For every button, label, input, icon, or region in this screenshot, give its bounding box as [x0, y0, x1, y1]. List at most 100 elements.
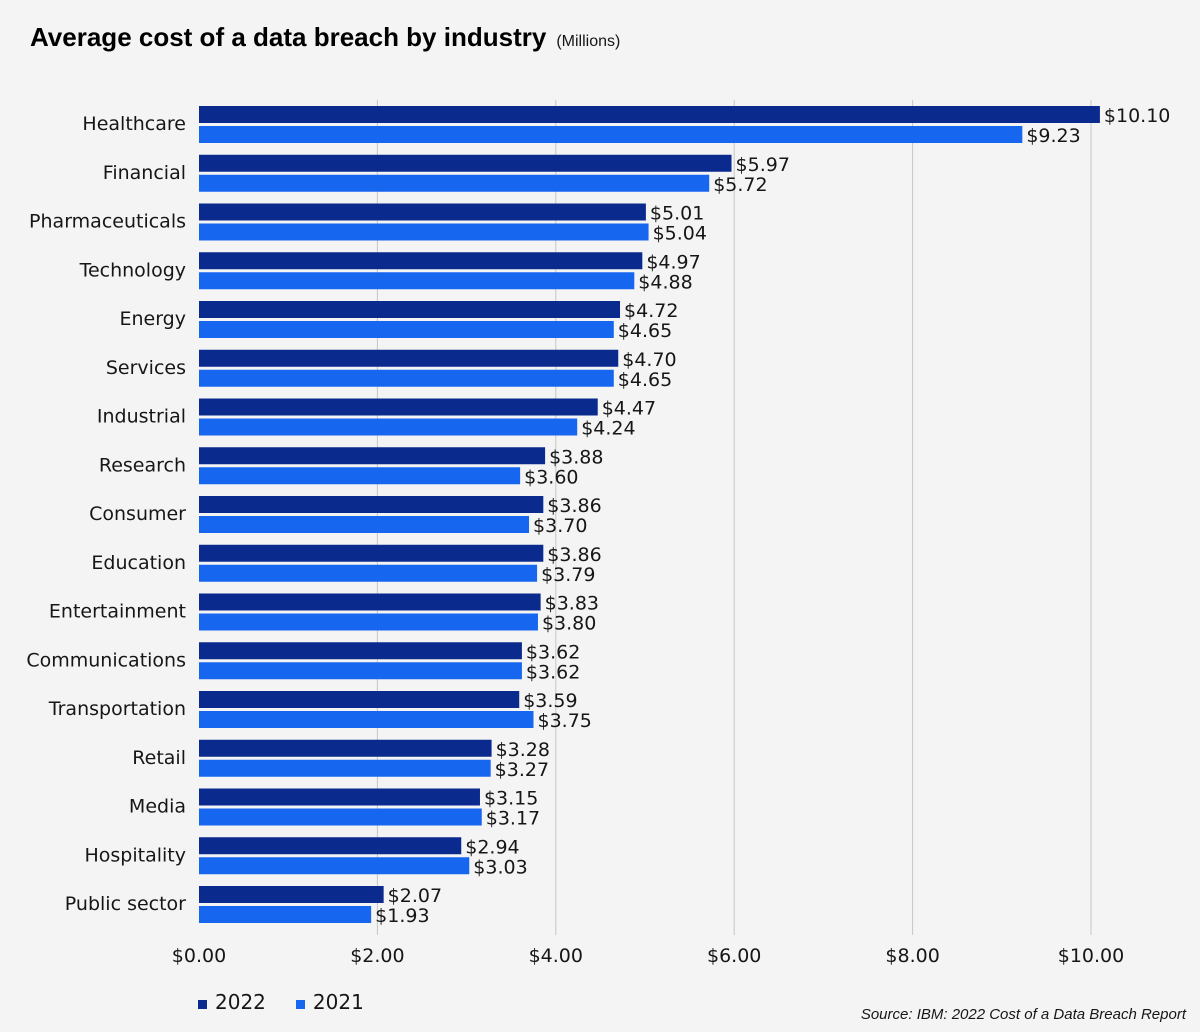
- legend-item-2021: 2021: [295, 990, 364, 1014]
- value-label: $3.83: [545, 593, 599, 615]
- bar-2021: [199, 711, 534, 728]
- bar-2021: [199, 418, 578, 436]
- value-label: $5.72: [713, 174, 767, 196]
- source-note: Source: IBM: 2022 Cost of a Data Breach …: [860, 1006, 1186, 1023]
- bar-2021: [199, 613, 538, 631]
- value-label: $4.65: [618, 320, 672, 342]
- bar-2021: [199, 808, 482, 826]
- bar-2022: [199, 496, 544, 513]
- bar-2022: [199, 739, 492, 757]
- value-label: $3.59: [523, 690, 577, 712]
- x-tick-label: $8.00: [885, 945, 939, 967]
- bar-2021: [199, 467, 521, 485]
- category-label: Public sector: [65, 893, 186, 915]
- value-label: $3.62: [526, 661, 580, 683]
- value-label: $3.17: [486, 808, 540, 830]
- value-label: $3.79: [541, 564, 595, 586]
- bar-2022: [199, 106, 1100, 123]
- value-label: $3.88: [549, 446, 603, 468]
- legend-swatch-2021: [295, 1000, 305, 1009]
- category-label: Consumer: [89, 503, 186, 525]
- category-label: Energy: [119, 308, 186, 330]
- category-label: Research: [99, 454, 186, 476]
- bar-2022: [199, 154, 732, 172]
- x-tick-label: $2.00: [350, 945, 404, 967]
- value-label: $3.03: [473, 856, 527, 878]
- value-label: $3.86: [547, 544, 601, 566]
- bar-2022: [199, 593, 541, 611]
- value-label: $3.70: [533, 515, 587, 537]
- x-tick-label: $6.00: [707, 945, 761, 967]
- bar-2022: [199, 788, 480, 806]
- value-label: $3.75: [538, 710, 592, 732]
- bar-2021: [199, 321, 614, 338]
- bar-2022: [199, 252, 643, 270]
- bar-2021: [199, 174, 710, 192]
- legend: 2022 2021: [198, 990, 364, 1014]
- bar-2021: [199, 906, 372, 923]
- category-label: Transportation: [48, 698, 186, 720]
- bar-2021: [199, 126, 1023, 143]
- category-label: Retail: [132, 747, 186, 769]
- bar-2022: [199, 886, 384, 903]
- x-tick-label: $4.00: [529, 945, 583, 967]
- category-label: Services: [106, 357, 186, 379]
- bar-2021: [199, 369, 614, 387]
- value-label: $3.60: [524, 466, 578, 488]
- bar-2022: [199, 447, 546, 465]
- bar-2022: [199, 301, 621, 318]
- value-label: $3.80: [542, 613, 596, 635]
- value-label: $4.65: [618, 369, 672, 391]
- value-label: $3.86: [547, 495, 601, 517]
- bar-2021: [199, 564, 538, 582]
- bar-2022: [199, 642, 522, 660]
- bar-2022: [199, 398, 598, 416]
- category-label: Communications: [26, 649, 186, 671]
- value-label: $4.88: [638, 271, 692, 293]
- bar-2021: [199, 223, 649, 241]
- value-label: $2.07: [388, 885, 442, 907]
- value-label: $3.27: [495, 759, 549, 781]
- bar-2021: [199, 759, 491, 777]
- category-label: Healthcare: [82, 113, 186, 135]
- value-label: $9.23: [1026, 125, 1080, 147]
- bar-2021: [199, 272, 635, 290]
- bar-2021: [199, 516, 530, 533]
- value-label: $4.47: [602, 398, 656, 420]
- category-label: Hospitality: [85, 844, 187, 866]
- title-row: Average cost of a data breach by industr…: [30, 22, 620, 53]
- x-tick-label: $10.00: [1058, 945, 1124, 967]
- value-label: $3.62: [526, 641, 580, 663]
- bar-2022: [199, 544, 544, 562]
- category-label: Technology: [79, 259, 186, 281]
- bar-2022: [199, 203, 646, 221]
- value-label: $3.28: [496, 739, 550, 761]
- chart-title: Average cost of a data breach by industr…: [30, 22, 547, 52]
- category-label: Industrial: [97, 406, 186, 428]
- value-label: $4.24: [581, 418, 635, 440]
- value-label: $4.72: [624, 300, 678, 322]
- category-label: Pharmaceuticals: [29, 211, 186, 233]
- bar-2021: [199, 662, 522, 680]
- category-label: Entertainment: [49, 601, 186, 623]
- category-label: Media: [129, 796, 186, 818]
- legend-item-2022: 2022: [198, 990, 266, 1014]
- legend-swatch-2022: [198, 1000, 207, 1009]
- legend-label-2022: 2022: [215, 990, 266, 1014]
- category-label: Education: [91, 552, 186, 574]
- legend-label-2021: 2021: [312, 990, 364, 1014]
- bar-2022: [199, 691, 520, 708]
- bar-2022: [199, 837, 462, 855]
- bar-2022: [199, 349, 619, 367]
- value-label: $1.93: [375, 905, 429, 927]
- value-label: $5.04: [653, 223, 707, 245]
- chart-subtitle: (Millions): [556, 33, 621, 50]
- bar-2021: [199, 857, 470, 875]
- value-label: $5.97: [736, 154, 790, 176]
- value-label: $4.97: [646, 251, 700, 273]
- category-label: Financial: [103, 162, 186, 184]
- value-label: $3.15: [484, 788, 538, 810]
- value-label: $4.70: [622, 349, 676, 371]
- x-tick-label: $0.00: [172, 945, 226, 967]
